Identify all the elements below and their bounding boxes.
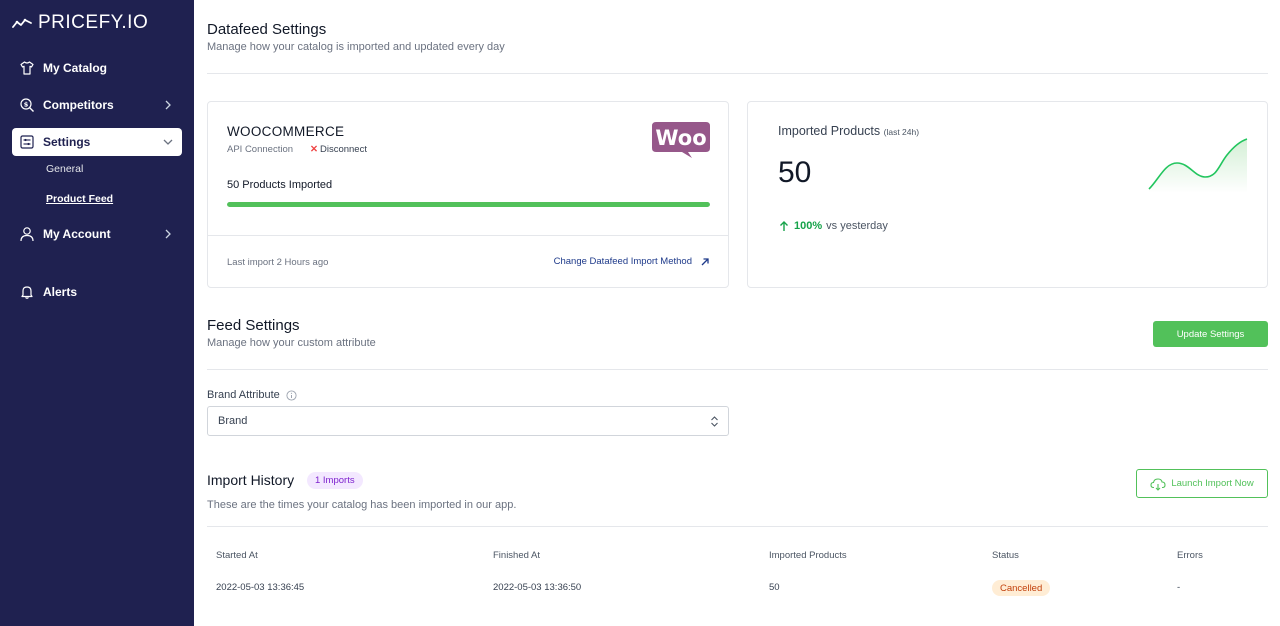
search-dollar-icon: $ (18, 96, 36, 114)
brand-attribute-label: Brand Attribute (207, 389, 297, 401)
status-badge: Cancelled (992, 580, 1051, 596)
chevron-right-icon (165, 100, 171, 110)
column-header-errors[interactable]: Errors (1177, 550, 1203, 561)
chevron-down-icon (163, 139, 173, 145)
chevron-right-icon (165, 229, 171, 239)
stat-value: 50 (778, 156, 812, 189)
sidebar-item-my-catalog[interactable]: My Catalog (12, 54, 182, 82)
sidebar-item-label: Competitors (43, 98, 114, 112)
platform-name: WOOCOMMERCE (227, 124, 345, 139)
arrow-up-icon (780, 221, 788, 231)
stat-trend: 100% vs yesterday (778, 220, 888, 232)
user-icon (18, 225, 36, 243)
feed-settings-title: Feed Settings (207, 317, 300, 334)
column-header-started[interactable]: Started At (216, 550, 258, 561)
divider (207, 73, 1268, 74)
sidebar-item-settings[interactable]: Settings (12, 128, 182, 156)
app-logo[interactable]: PRICEFY.IO (12, 12, 148, 34)
stat-title-note: (last 24h) (883, 127, 920, 137)
close-icon: ✕ (310, 144, 318, 155)
cell-errors: - (1177, 582, 1181, 593)
feed-settings-subtitle: Manage how your custom attribute (207, 337, 376, 349)
column-header-imported[interactable]: Imported Products (769, 550, 847, 561)
import-history-title: Import History (207, 472, 295, 488)
external-arrow-icon (701, 257, 709, 265)
connection-type: API Connection (227, 144, 294, 155)
update-settings-button[interactable]: Update Settings (1153, 321, 1268, 347)
divider (207, 526, 1268, 527)
sidebar-item-label: My Catalog (43, 61, 108, 75)
import-history-subtitle: These are the times your catalog has bee… (207, 499, 517, 511)
cell-imported-products: 50 (769, 582, 780, 593)
brand-attribute-select[interactable]: Brand (207, 406, 729, 436)
select-arrows-icon (711, 416, 718, 427)
sparkline-chart (1148, 138, 1248, 193)
logo-text: PRICEFY.IO (38, 12, 149, 33)
divider (207, 369, 1268, 370)
sidebar-item-competitors[interactable]: $ Competitors (12, 91, 182, 119)
shirt-icon (18, 59, 36, 77)
change-percent: 100% (794, 220, 823, 232)
launch-import-button[interactable]: Launch Import Now (1136, 469, 1268, 498)
cloud-download-icon (1150, 477, 1166, 491)
bell-icon (18, 283, 36, 301)
launch-import-label: Launch Import Now (1171, 478, 1254, 489)
divider (208, 235, 728, 236)
import-progress-bar (227, 202, 710, 207)
page-title: Datafeed Settings (207, 21, 327, 38)
page-subtitle: Manage how your catalog is imported and … (207, 41, 505, 53)
stat-title-text: Imported Products (778, 124, 881, 138)
cell-finished-at: 2022-05-03 13:36:50 (493, 582, 582, 593)
sidebar-item-alerts[interactable]: Alerts (12, 278, 182, 306)
cell-started-at: 2022-05-03 13:36:45 (216, 582, 305, 593)
sidebar-item-label: My Account (43, 227, 111, 241)
imported-count-label: 50 Products Imported (227, 179, 333, 191)
progress-fill (227, 202, 710, 207)
imports-count-badge: 1 Imports (307, 472, 363, 489)
brand-attribute-value: Brand (218, 415, 248, 427)
column-header-status[interactable]: Status (992, 550, 1019, 561)
sidebar-subitem-general[interactable]: General (46, 163, 84, 175)
brand-attribute-label-text: Brand Attribute (207, 389, 280, 401)
sidebar-item-my-account[interactable]: My Account (12, 220, 182, 248)
sidebar-item-label: Alerts (43, 285, 78, 299)
sidebar: PRICEFY.IO My Catalog $ Competitors Sett… (0, 0, 194, 626)
trend-line-icon (12, 18, 32, 28)
woo-logo-text: Woo (655, 126, 706, 150)
info-icon[interactable] (286, 389, 297, 401)
sidebar-item-label: Settings (43, 135, 91, 149)
connection-card: WOOCOMMERCE API Connection ✕ Disconnect W… (207, 101, 729, 288)
change-import-method-label: Change Datafeed Import Method (553, 256, 692, 267)
last-import-text: Last import 2 Hours ago (227, 257, 329, 268)
change-import-method-link[interactable]: Change Datafeed Import Method (554, 256, 710, 267)
disconnect-link[interactable]: ✕ Disconnect (310, 144, 367, 155)
imported-products-stat-card: Imported Products (last 24h) 50 100% vs … (747, 101, 1268, 288)
disconnect-label: Disconnect (319, 144, 367, 155)
settings-sliders-icon (18, 133, 36, 151)
column-header-finished[interactable]: Finished At (493, 550, 540, 561)
change-text: vs yesterday (826, 220, 888, 232)
woocommerce-logo: Woo (652, 122, 710, 158)
sidebar-subitem-product-feed[interactable]: Product Feed (46, 193, 114, 205)
stat-title: Imported Products (last 24h) (778, 124, 919, 138)
svg-text:$: $ (24, 100, 29, 108)
